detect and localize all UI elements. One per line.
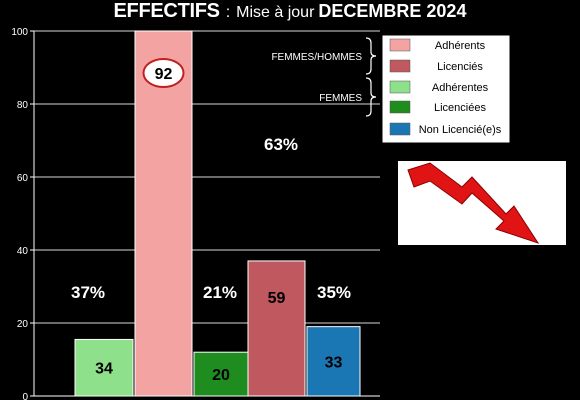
bar-value-circle <box>142 58 185 88</box>
legend-label: Adhérents <box>435 40 486 52</box>
red-down-arrow-icon <box>407 162 540 244</box>
legend-group-brace <box>365 37 377 75</box>
y-tick-label: 40 <box>17 246 29 257</box>
legend-label: Licenciés <box>437 61 483 73</box>
percent-label: 37% <box>71 283 105 302</box>
bar-value-label: 34 <box>95 361 113 378</box>
legend-label: Non Licencié(e)s <box>419 124 502 136</box>
bar <box>74 338 134 397</box>
y-tick-label: 20 <box>17 319 29 330</box>
bar <box>247 260 306 397</box>
y-tick-label: 100 <box>11 27 28 38</box>
legend-swatch <box>389 122 411 136</box>
legend-swatch <box>389 59 411 73</box>
trend-arrow-panel <box>398 161 566 245</box>
bar-value-label: 20 <box>212 367 230 384</box>
legend-swatch <box>389 38 411 52</box>
legend: Adhérents Licenciés Adhérentes Licenciées No… <box>271 34 511 144</box>
title-main: EFFECTIFS <box>113 0 220 22</box>
legend-group-brace <box>365 77 377 117</box>
legend-label: Licenciées <box>434 102 486 114</box>
bar <box>134 30 193 397</box>
title-separator: : <box>225 4 231 21</box>
y-tick-label: 60 <box>17 173 29 184</box>
chart-title: EFFECTIFS : Mise à jour DECEMBRE 2024 <box>0 0 580 30</box>
percent-label: 21% <box>203 283 237 302</box>
bar-value-label: 33 <box>325 354 343 371</box>
percent-label: 63% <box>264 135 298 154</box>
bar <box>306 326 361 397</box>
legend-group-label: FEMMES/HOMMES <box>271 52 362 63</box>
legend-swatch <box>389 100 411 114</box>
bar-layer <box>74 30 361 397</box>
bar-value-label: 59 <box>268 290 286 307</box>
legend-label: Adhérentes <box>432 82 489 94</box>
title-date: DECEMBRE 2024 <box>318 1 467 21</box>
grid-layer: 0 20 40 60 80 100 <box>11 27 380 400</box>
label-layer: 34 92 20 59 33 37% 21% 35% 63% <box>71 58 351 384</box>
title-subtitle: Mise à jour <box>236 4 315 21</box>
y-tick-label: 80 <box>17 100 29 111</box>
bar-value-label: 92 <box>155 66 173 83</box>
y-tick-label: 0 <box>22 392 28 400</box>
legend-group-label: FEMMES <box>319 93 362 104</box>
percent-label: 35% <box>317 283 351 302</box>
legend-swatch <box>389 80 411 94</box>
